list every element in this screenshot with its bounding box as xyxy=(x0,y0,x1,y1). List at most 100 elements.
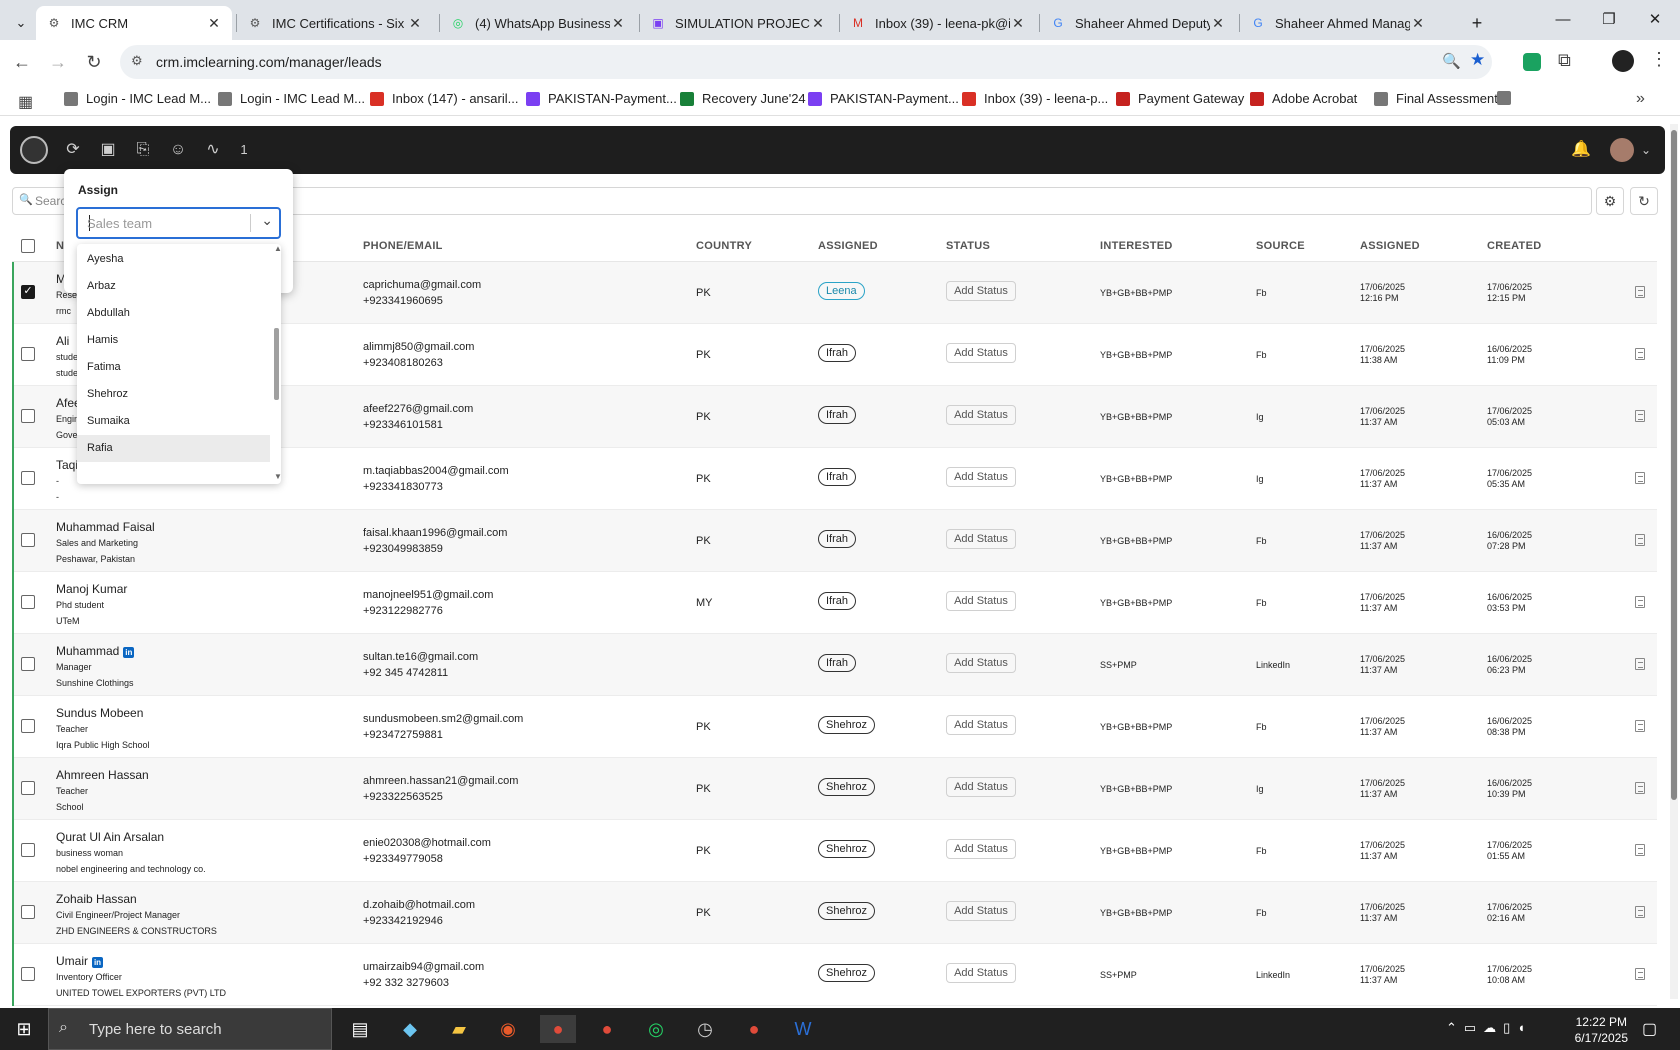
profile-avatar[interactable] xyxy=(1612,50,1634,72)
taskbar-search[interactable]: ⌕ Type here to search xyxy=(48,1008,332,1050)
row-checkbox[interactable] xyxy=(21,533,35,547)
system-clock[interactable]: 12:22 PM 6/17/2025 xyxy=(1575,1014,1628,1046)
table-row[interactable]: Manoj Kumar Phd student UTeM manojneel95… xyxy=(12,572,1657,634)
calendar-icon[interactable]: ▣ xyxy=(100,141,116,158)
assigned-badge[interactable]: Leena xyxy=(818,282,865,300)
bookmark-item[interactable] xyxy=(1497,91,1519,105)
whatsapp-icon[interactable]: ◎ xyxy=(648,1019,664,1039)
bookmark-item[interactable]: Login - IMC Lead M... xyxy=(218,91,365,106)
reload-leads-button[interactable]: ↻ xyxy=(1630,187,1658,215)
table-row[interactable]: Afee Engin Gove afeef2276@gmail.com +923… xyxy=(12,386,1657,448)
row-checkbox[interactable] xyxy=(21,781,35,795)
assigned-badge[interactable]: Ifrah xyxy=(818,592,857,610)
document-icon[interactable] xyxy=(1635,782,1645,794)
assigned-badge[interactable]: Shehroz xyxy=(818,840,875,858)
lead-name[interactable]: Muhammad xyxy=(56,644,120,658)
chrome-icon[interactable]: ● xyxy=(601,1019,613,1039)
chrome-icon[interactable]: ● xyxy=(540,1015,576,1043)
sales-team-option[interactable]: Rafia xyxy=(77,435,270,462)
forward-icon[interactable]: → xyxy=(49,52,67,72)
browser-tab[interactable]: ⚙ IMC Certifications - Six S ✕ xyxy=(237,6,433,40)
scroll-up-icon[interactable]: ▲ xyxy=(274,244,281,253)
row-checkbox[interactable] xyxy=(21,409,35,423)
clock-app-icon[interactable]: ◷ xyxy=(697,1019,713,1039)
options-scrollbar-thumb[interactable] xyxy=(274,328,279,400)
copilot-icon[interactable]: ◆ xyxy=(403,1019,417,1039)
document-icon[interactable] xyxy=(1635,844,1645,856)
row-checkbox[interactable] xyxy=(21,347,35,361)
lead-name[interactable]: M xyxy=(56,272,66,286)
bookmark-item[interactable]: PAKISTAN-Payment... xyxy=(526,91,677,106)
assigned-badge[interactable]: Ifrah xyxy=(818,530,857,548)
column-header[interactable]: INTERESTED xyxy=(1100,240,1173,252)
add-status-button[interactable]: Add Status xyxy=(946,715,1016,735)
sales-team-select[interactable]: Sales team ⌄ xyxy=(76,207,281,239)
document-icon[interactable] xyxy=(1635,348,1645,360)
windows-start-icon[interactable]: ⊞ xyxy=(16,1019,32,1039)
add-status-button[interactable]: Add Status xyxy=(946,963,1016,983)
bookmark-item[interactable]: Inbox (147) - ansaril... xyxy=(370,91,518,106)
lead-name[interactable]: Manoj Kumar xyxy=(56,582,128,596)
bookmark-item[interactable]: Final Assessment xyxy=(1374,91,1498,106)
document-icon[interactable] xyxy=(1635,534,1645,546)
assigned-badge[interactable]: Ifrah xyxy=(818,468,857,486)
add-status-button[interactable]: Add Status xyxy=(946,653,1016,673)
task-view-icon[interactable]: ▤ xyxy=(351,1019,369,1039)
file-explorer-icon[interactable]: ▰ xyxy=(452,1019,466,1039)
apps-icon[interactable]: ▦ xyxy=(18,94,34,111)
add-status-button[interactable]: Add Status xyxy=(946,901,1016,921)
column-header[interactable]: ASSIGNED xyxy=(818,240,878,252)
assigned-badge[interactable]: Shehroz xyxy=(818,778,875,796)
user-icon[interactable]: ☺ xyxy=(169,141,187,158)
document-icon[interactable] xyxy=(1635,596,1645,608)
row-checkbox[interactable] xyxy=(21,471,35,485)
assigned-badge[interactable]: Shehroz xyxy=(818,716,875,734)
add-status-button[interactable]: Add Status xyxy=(946,405,1016,425)
select-all-checkbox[interactable] xyxy=(21,239,35,253)
browser-tab[interactable]: ▣ SIMULATION PROJECT - ✕ xyxy=(640,6,836,40)
column-header[interactable]: PHONE/EMAIL xyxy=(363,240,443,252)
lead-name[interactable]: Taqi xyxy=(56,458,79,472)
column-header[interactable]: ASSIGNED xyxy=(1360,240,1420,252)
column-header[interactable]: SOURCE xyxy=(1256,240,1305,252)
chevron-down-icon[interactable]: ⌄ xyxy=(1640,143,1652,157)
extension-green-icon[interactable] xyxy=(1523,53,1541,71)
bookmark-item[interactable]: Adobe Acrobat xyxy=(1250,91,1357,106)
add-status-button[interactable]: Add Status xyxy=(946,343,1016,363)
refresh-icon[interactable]: ⟳ xyxy=(66,141,80,158)
column-header[interactable]: N xyxy=(56,240,65,252)
zoom-icon[interactable]: 🔍 xyxy=(1442,53,1461,70)
document-icon[interactable] xyxy=(1635,906,1645,918)
table-row[interactable]: Muhammad Faisal Sales and Marketing Pesh… xyxy=(12,510,1657,572)
table-row[interactable]: Muhammad in Manager Sunshine Clothings su… xyxy=(12,634,1657,696)
browser-tab[interactable]: ◎ (4) WhatsApp Business ✕ xyxy=(440,6,636,40)
bookmark-item[interactable]: PAKISTAN-Payment... xyxy=(808,91,959,106)
document-icon[interactable] xyxy=(1635,472,1645,484)
close-tab-icon[interactable]: ✕ xyxy=(1012,14,1024,31)
leads-search-input[interactable]: 🔍 Searc xyxy=(12,187,1592,215)
table-row[interactable]: Ahmreen Hassan Teacher School ahmreen.ha… xyxy=(12,758,1657,820)
document-icon[interactable] xyxy=(1635,658,1645,670)
assigned-badge[interactable]: Shehroz xyxy=(818,902,875,920)
lead-name[interactable]: Qurat Ul Ain Arsalan xyxy=(56,830,165,844)
sales-team-option[interactable]: Abdullah xyxy=(87,307,130,319)
sales-team-option[interactable]: Arbaz xyxy=(87,280,116,292)
table-row[interactable]: Zohaib Hassan Civil Engineer/Project Man… xyxy=(12,882,1657,944)
add-status-button[interactable]: Add Status xyxy=(946,281,1016,301)
minimize-button[interactable]: — xyxy=(1555,11,1571,28)
assigned-badge[interactable]: Ifrah xyxy=(818,344,857,362)
lead-name[interactable]: Sundus Mobeen xyxy=(56,706,144,720)
new-tab-button[interactable]: + xyxy=(1471,12,1483,33)
row-checkbox[interactable]: ✓ xyxy=(21,285,35,299)
add-status-button[interactable]: Add Status xyxy=(946,591,1016,611)
bookmark-item[interactable]: Inbox (39) - leena-p... xyxy=(962,91,1108,106)
notifications-icon[interactable]: ▢ xyxy=(1642,1021,1658,1038)
table-row[interactable]: Sundus Mobeen Teacher Iqra Public High S… xyxy=(12,696,1657,758)
site-info-icon[interactable]: ⚙ xyxy=(131,53,143,68)
close-tab-icon[interactable]: ✕ xyxy=(612,14,624,31)
bookmark-item[interactable]: Payment Gateway xyxy=(1116,91,1244,106)
assigned-badge[interactable]: Shehroz xyxy=(818,964,875,982)
tab-search-button[interactable]: ⌄ xyxy=(15,15,27,30)
add-status-button[interactable]: Add Status xyxy=(946,777,1016,797)
table-row[interactable]: Qurat Ul Ain Arsalan business woman nobe… xyxy=(12,820,1657,882)
